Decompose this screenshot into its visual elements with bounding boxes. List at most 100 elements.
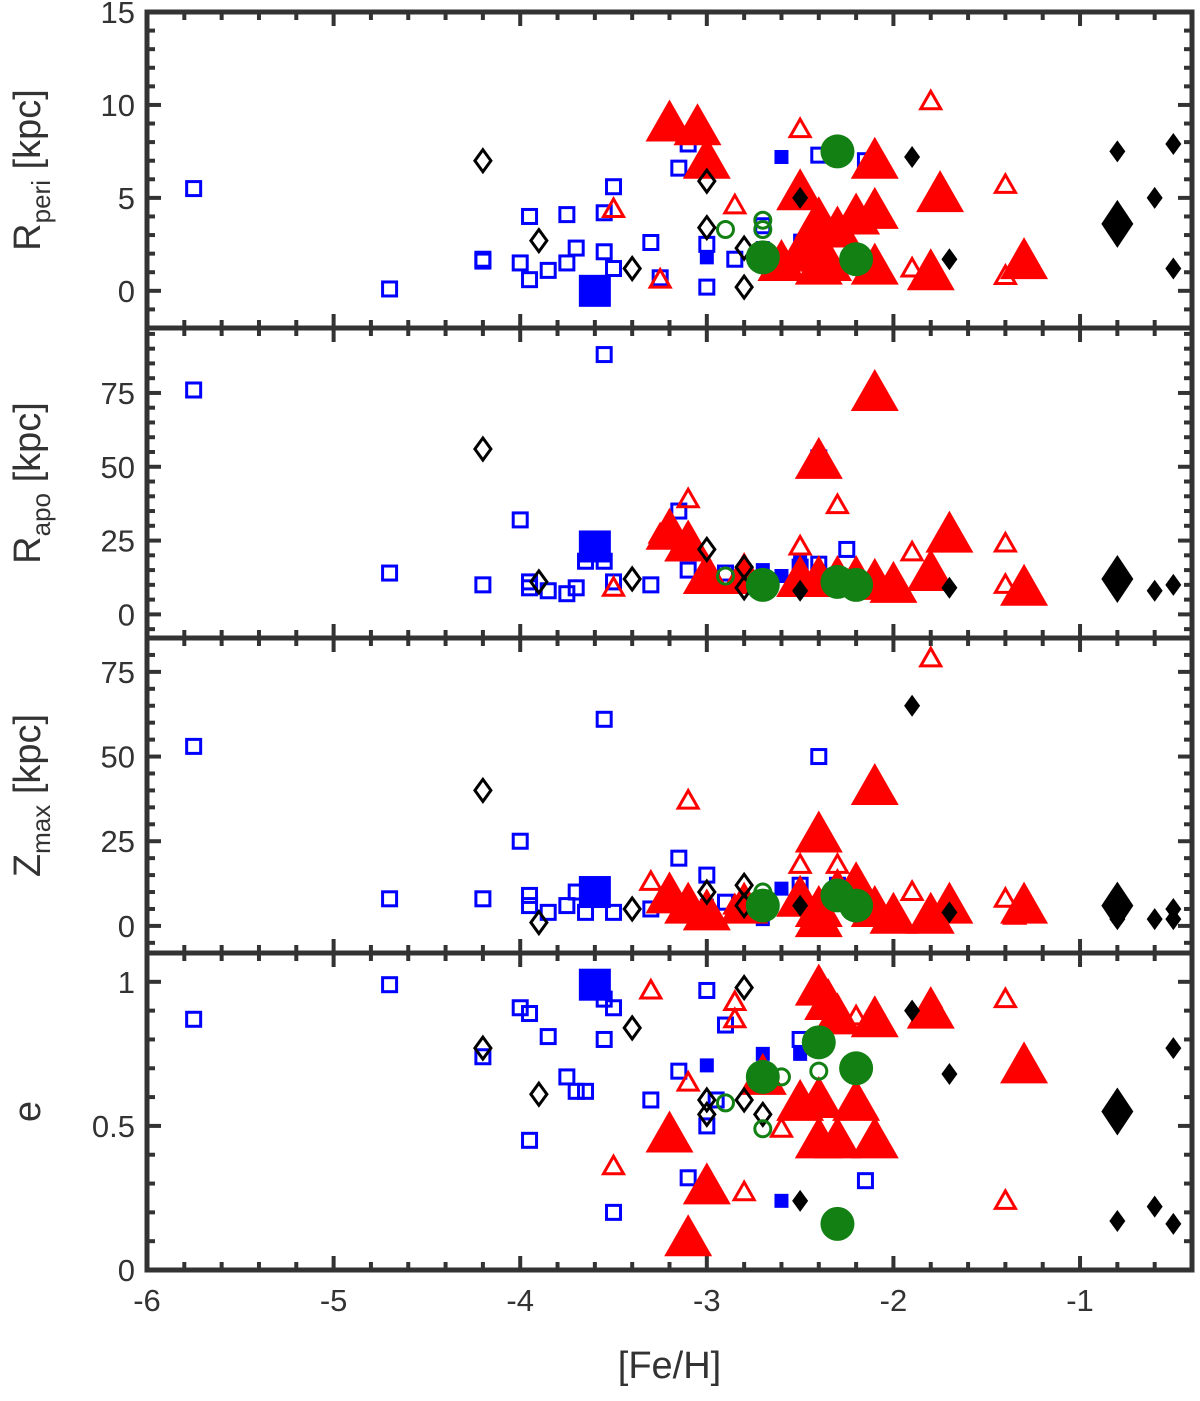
data-point-black-filled-diamonds <box>792 1189 809 1212</box>
data-point-blue-open-squares <box>670 849 688 867</box>
y-tick-label: 75 <box>101 376 135 411</box>
data-point-black-open-diamonds <box>696 878 717 906</box>
data-point-blue-open-squares <box>595 346 613 364</box>
data-point-blue-open-squares <box>577 1082 595 1100</box>
data-point-black-open-diamonds <box>622 565 643 593</box>
data-point-blue-open-squares <box>670 159 688 177</box>
data-point-blue-open-squares <box>511 511 529 529</box>
data-point-blue-filled-squares <box>774 1193 789 1208</box>
data-point-red-filled-triangles <box>869 560 918 603</box>
data-point-blue-open-squares <box>381 890 399 908</box>
data-point-red-open-triangles <box>918 645 944 668</box>
x-tick-label: -6 <box>133 1283 161 1318</box>
data-point-red-open-triangles <box>992 530 1018 553</box>
data-point-blue-open-squares <box>185 180 203 198</box>
x-tick-label: -1 <box>1066 1283 1094 1318</box>
data-point-blue-open-squares <box>521 207 539 225</box>
data-point-red-open-triangles <box>787 851 813 874</box>
data-point-blue-open-squares <box>521 1005 539 1023</box>
data-point-red-open-triangles <box>899 879 925 902</box>
data-point-blue-open-squares <box>185 381 203 399</box>
y-tick-label: 5 <box>118 181 135 216</box>
data-point-blue-open-squares <box>558 1068 576 1086</box>
data-point-black-open-diamonds <box>529 568 549 596</box>
data-point-blue-filled-squares <box>793 1046 808 1061</box>
data-point-blue-open-squares <box>698 1117 716 1135</box>
data-point-blue-open-squares <box>567 1082 585 1100</box>
data-point-black-filled-diamonds <box>1165 257 1182 280</box>
data-point-blue-filled-square-large <box>578 876 611 909</box>
data-point-blue-open-squares <box>558 254 576 272</box>
data-point-red-open-triangles <box>824 492 851 515</box>
x-tick-label: -3 <box>693 1283 721 1318</box>
data-point-black-filled-diamonds <box>1109 1210 1126 1233</box>
data-point-blue-open-squares <box>521 886 539 904</box>
data-point-red-open-triangles <box>722 1006 748 1029</box>
data-point-red-open-triangles <box>918 88 944 111</box>
data-point-blue-open-squares <box>539 261 557 279</box>
data-point-blue-filled-square-large <box>578 530 611 563</box>
data-point-black-open-diamonds <box>473 435 493 463</box>
x-tick-label: -2 <box>880 1283 908 1318</box>
data-point-blue-open-squares <box>185 737 203 755</box>
data-point-blue-open-squares <box>558 206 576 224</box>
y-tick-label: 0 <box>118 597 135 632</box>
data-point-red-filled-triangles <box>916 170 965 213</box>
data-point-black-filled-diamonds <box>1165 1037 1182 1060</box>
data-point-red-filled-triangles <box>906 986 955 1029</box>
data-point-red-filled-triangles <box>794 895 843 938</box>
data-point-red-filled-triangles <box>850 368 899 411</box>
data-point-red-open-triangles <box>992 571 1018 594</box>
data-point-red-filled-triangles <box>645 99 694 142</box>
data-point-blue-open-squares <box>642 233 660 251</box>
data-point-blue-open-squares <box>474 1048 492 1066</box>
data-point-red-open-triangles <box>787 533 813 556</box>
data-point-blue-open-squares <box>595 710 613 728</box>
data-point-red-open-triangles <box>600 574 627 597</box>
data-point-red-filled-triangles <box>869 891 918 934</box>
data-point-blue-open-squares <box>521 897 539 915</box>
data-point-green-filled-circles <box>801 1025 836 1060</box>
x-axis-title: [Fe/H] <box>618 1345 721 1387</box>
panel-e: 0 0.5 1 e <box>7 950 1195 1288</box>
data-point-green-filled-circles <box>820 1206 855 1241</box>
data-point-blue-open-squares <box>698 278 716 296</box>
data-point-blue-open-squares <box>521 1131 539 1149</box>
data-point-red-open-triangles <box>768 1115 795 1138</box>
data-point-blue-filled-squares <box>699 1058 714 1073</box>
y-axis-title: Zmax [kpc] <box>7 714 56 877</box>
data-point-black-filled-diamonds <box>941 901 958 924</box>
data-point-red-filled-triangles <box>813 1116 862 1159</box>
data-point-red-filled-triangles <box>906 549 955 592</box>
data-point-blue-open-squares <box>381 280 399 298</box>
data-point-black-open-diamonds <box>473 1034 493 1062</box>
data-point-black-open-diamonds <box>529 227 549 255</box>
data-point-blue-open-squares <box>474 890 492 908</box>
data-point-blue-open-squares <box>605 903 623 921</box>
data-point-red-filled-triangles <box>664 1214 713 1257</box>
data-point-green-filled-circles <box>839 888 874 923</box>
data-point-red-filled-triangles <box>645 1110 694 1153</box>
data-point-red-open-triangles <box>600 196 627 219</box>
data-point-red-filled-triangles <box>794 436 843 479</box>
data-point-red-filled-triangles <box>1000 881 1049 924</box>
data-point-green-filled-circles <box>745 888 780 923</box>
data-point-black-filled-diamonds <box>1146 908 1163 931</box>
data-point-red-filled-triangles <box>673 103 722 146</box>
data-point-blue-open-squares <box>605 178 623 196</box>
data-point-black-filled-diamond-large <box>1101 554 1134 603</box>
data-point-blue-filled-squares <box>774 149 789 164</box>
data-point-blue-open-squares <box>716 1016 734 1034</box>
data-point-black-filled-diamond-large <box>1101 1087 1134 1136</box>
data-point-black-filled-diamonds <box>1146 186 1163 209</box>
data-point-blue-open-squares <box>521 271 539 289</box>
y-tick-label: 15 <box>101 0 135 30</box>
data-point-black-filled-diamonds <box>941 1063 958 1086</box>
data-point-red-open-triangles <box>638 868 664 891</box>
data-point-red-open-triangles <box>899 539 925 562</box>
data-point-black-open-diamonds <box>696 1100 717 1128</box>
data-point-green-open-circles <box>753 1119 773 1139</box>
y-tick-label: 50 <box>101 450 135 485</box>
panel-rperi: 0 5 10 15 Rperi [kpc] <box>7 0 1195 331</box>
data-point-black-filled-diamonds <box>1165 573 1182 596</box>
